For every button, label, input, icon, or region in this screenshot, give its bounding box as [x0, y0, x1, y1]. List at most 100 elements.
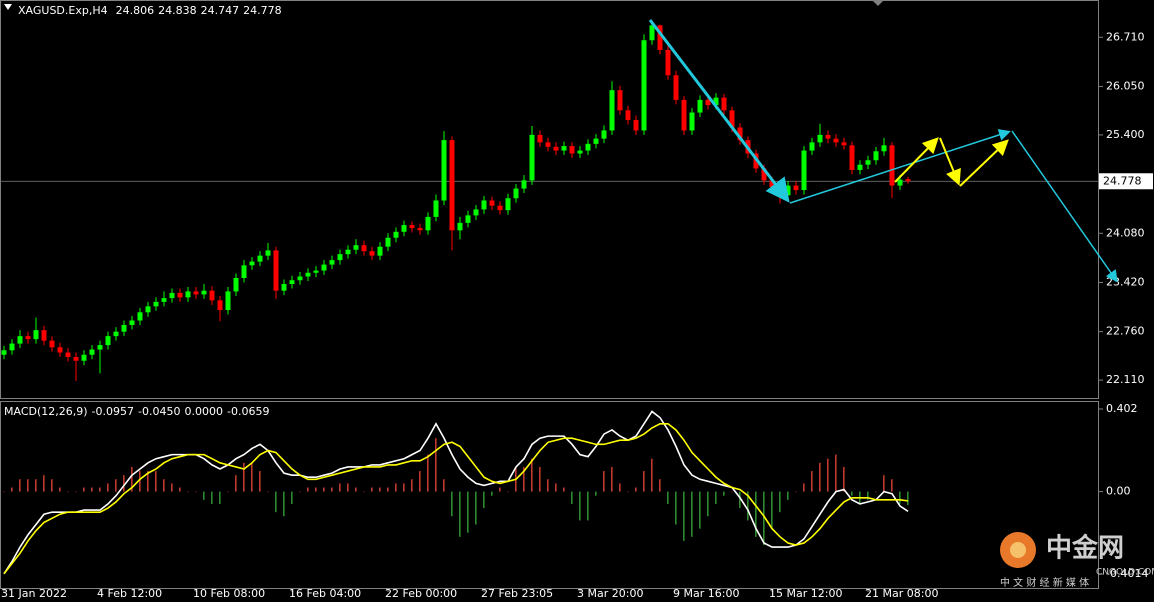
y-tick-label: 22.760 — [1106, 325, 1145, 338]
histogram-bar — [251, 462, 253, 492]
histogram-bar — [203, 491, 205, 500]
candle-body — [177, 292, 183, 298]
histogram-bar — [675, 491, 677, 525]
histogram-bar — [27, 479, 29, 492]
histogram-bar — [307, 487, 309, 492]
candle-body — [825, 134, 831, 139]
x-tick-label: 31 Jan 2022 — [1, 587, 67, 600]
y-tick-label: 0.00 — [1106, 485, 1131, 498]
candle-body — [817, 134, 823, 143]
x-tick-label: 16 Feb 04:00 — [289, 587, 361, 600]
y-tick-label: 26.050 — [1106, 79, 1145, 92]
candle-body — [865, 160, 871, 165]
histogram-bar — [755, 491, 757, 537]
histogram-bar — [11, 487, 13, 492]
candle-body — [793, 185, 799, 191]
histogram-bar — [83, 487, 85, 492]
histogram-bar — [555, 483, 557, 492]
candle-body — [185, 291, 191, 298]
histogram-bar — [339, 483, 341, 492]
histogram-bar — [891, 479, 893, 492]
x-tick-label: 15 Mar 12:00 — [769, 587, 842, 600]
candle-body — [481, 200, 487, 210]
histogram-bar — [323, 487, 325, 492]
candle-body — [641, 40, 647, 131]
histogram-bar — [211, 491, 213, 504]
candle-body — [49, 340, 55, 348]
candle-body — [633, 119, 639, 131]
histogram-bar — [139, 471, 141, 492]
histogram-bar — [827, 458, 829, 492]
candle-body — [233, 278, 239, 292]
histogram-bar — [907, 491, 909, 506]
candle-body — [689, 112, 695, 131]
candle-body — [321, 264, 327, 271]
histogram-bar — [771, 491, 773, 529]
candle-body — [313, 270, 319, 273]
candle-body — [857, 164, 863, 170]
candle-body — [249, 261, 255, 266]
annotations — [648, 19, 1118, 283]
x-tick-label: 9 Mar 16:00 — [673, 587, 739, 600]
wave-arrow — [939, 137, 961, 186]
histogram-bar — [531, 458, 533, 492]
histogram-bar — [171, 483, 173, 492]
histogram-bar — [571, 491, 573, 504]
histogram-bar — [491, 491, 493, 496]
histogram-bar — [883, 475, 885, 492]
histogram-bar — [795, 491, 797, 493]
candle-body — [81, 354, 87, 361]
histogram-bar — [579, 491, 581, 521]
histogram-bar — [499, 487, 501, 492]
histogram-bar — [91, 487, 93, 492]
menu-arrow[interactable] — [4, 4, 12, 10]
header-value: 24.778 — [243, 4, 282, 17]
histogram-bar — [387, 487, 389, 492]
wave-arrow — [894, 137, 939, 183]
histogram-bar — [667, 491, 669, 504]
watermark-domain: CNGOLD.COM — [1096, 568, 1154, 578]
candle-body — [57, 347, 63, 353]
candle-body — [121, 324, 127, 332]
candle-body — [113, 331, 119, 337]
macd-value: -0.0450 — [138, 405, 180, 418]
histogram-bar — [635, 487, 637, 492]
histogram-bar — [115, 479, 117, 492]
shift-marker — [872, 0, 884, 6]
candle-body — [513, 188, 519, 199]
candle-body — [305, 272, 311, 277]
candle-body — [409, 225, 415, 229]
watermark-logo — [1010, 542, 1026, 558]
trend-arrow — [1011, 130, 1118, 283]
candle-body — [889, 145, 895, 186]
histogram-bar — [803, 483, 805, 492]
histogram-bar — [587, 491, 589, 521]
candle-body — [9, 343, 15, 351]
candle-body — [577, 150, 583, 154]
candle-body — [329, 260, 335, 265]
candle-body — [225, 291, 231, 311]
histogram-bar — [475, 491, 477, 525]
candle-body — [593, 138, 599, 144]
candle-body — [673, 75, 679, 100]
macd-value: 0.0000 — [184, 405, 223, 418]
candle-body — [553, 146, 559, 151]
histogram-bar — [659, 479, 661, 492]
histogram-bar — [459, 491, 461, 537]
histogram-bar — [227, 491, 229, 493]
symbol: XAGUSD.Exp,H4 — [18, 4, 108, 17]
x-tick-label: 10 Feb 08:00 — [193, 587, 265, 600]
histogram-bar — [611, 466, 613, 492]
histogram-bar — [371, 487, 373, 492]
candle-body — [89, 349, 95, 355]
candle-body — [657, 25, 663, 50]
histogram-bar — [715, 491, 717, 504]
candle-body — [17, 336, 23, 344]
candle-body — [201, 290, 207, 295]
histogram-bar — [75, 491, 77, 493]
histogram-bar — [707, 491, 709, 517]
candle-body — [105, 336, 111, 346]
candle-body — [449, 140, 455, 231]
histogram-bar — [179, 487, 181, 492]
